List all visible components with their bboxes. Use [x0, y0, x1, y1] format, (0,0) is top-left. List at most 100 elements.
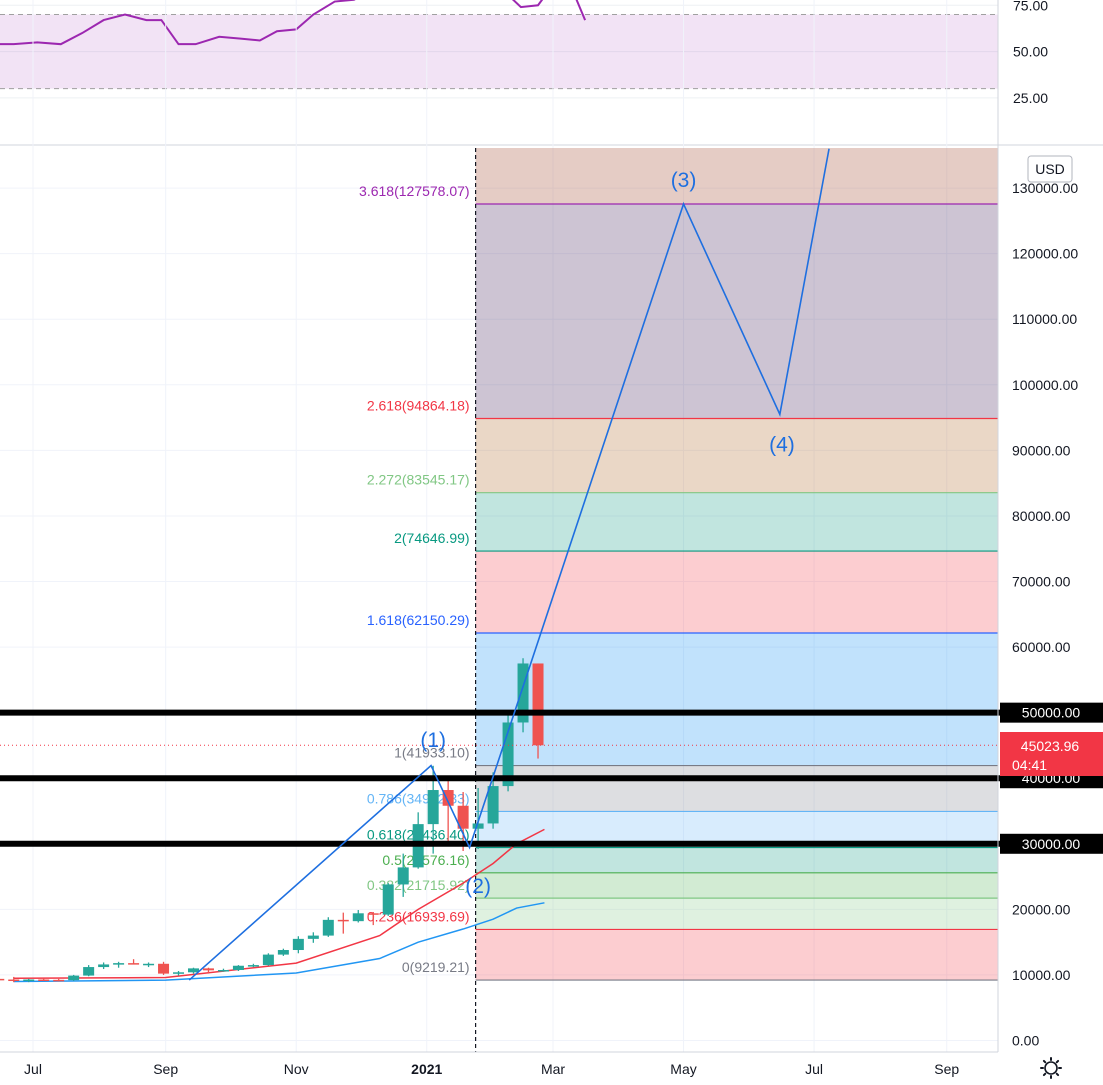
fib-extension[interactable]: 0(9219.21) 0.236(16939.69) 0.382(21715.92)… — [359, 148, 998, 981]
time-tick-label: Mar — [541, 1061, 565, 1077]
fib-level-label: 0.382(21715.92) — [367, 877, 470, 893]
candle-body — [247, 965, 259, 967]
candle — [173, 970, 185, 976]
time-tick-label: Sep — [153, 1061, 178, 1077]
fib-zone — [475, 551, 998, 633]
fib-zone — [475, 203, 998, 419]
time-tick-label: 2021 — [411, 1061, 442, 1077]
candle — [53, 978, 65, 982]
candle — [83, 965, 95, 977]
candle — [292, 936, 304, 954]
moving-averages — [13, 828, 545, 983]
candle-body — [232, 965, 244, 971]
level-tag-box — [1000, 702, 1103, 723]
main-pane: 0(9219.21) 0.236(16939.69) 0.382(21715.92)… — [0, 0, 1000, 1052]
candle — [442, 777, 454, 842]
candle-body — [487, 786, 499, 824]
candle — [128, 959, 140, 965]
rsi-tick-label: 75.00 — [1013, 0, 1048, 13]
candle — [367, 911, 379, 926]
last-price-tag: 45023.96 04:41 — [1000, 732, 1103, 776]
time-axis[interactable]: Jul Sep Nov 2021 Mar May Jul Sep — [0, 1051, 998, 1077]
candle-body — [262, 954, 274, 966]
settings-gear-icon[interactable] — [1040, 1057, 1062, 1079]
price-tick-label: 120000.00 — [1012, 246, 1078, 262]
fib-zone — [475, 847, 998, 873]
fib-zone — [475, 492, 998, 552]
candle — [232, 965, 244, 971]
candle-body — [217, 970, 229, 972]
last-price-label: 45023.96 — [1021, 738, 1080, 754]
price-tick-label: 110000.00 — [1012, 311, 1077, 327]
candle-body — [382, 884, 394, 915]
candle-body — [427, 790, 439, 825]
candle-body — [277, 950, 289, 955]
rsi-band — [0, 14, 998, 89]
candle-body — [517, 663, 529, 723]
candle-body — [158, 963, 170, 974]
candle-body — [0, 978, 5, 981]
fib-level-label: 2.272(83545.17) — [367, 472, 470, 488]
candle-body — [128, 963, 140, 965]
candle — [472, 788, 484, 850]
candle-body — [502, 722, 514, 787]
wave-label: (3) — [671, 169, 697, 192]
candle-body — [322, 919, 334, 936]
currency-badge[interactable]: USD — [1027, 155, 1073, 183]
fib-zone — [475, 418, 998, 493]
candle-body — [83, 967, 95, 976]
candle — [0, 978, 5, 981]
countdown-label: 04:41 — [1012, 757, 1047, 773]
fib-zone — [475, 148, 998, 204]
price-grid — [0, 0, 998, 1052]
candle-body — [352, 913, 364, 922]
ema-blue-line — [13, 902, 545, 983]
candle-body — [23, 979, 35, 982]
candle — [307, 932, 319, 943]
level-tag-label: 30000.00 — [1022, 836, 1081, 852]
ema-red-line — [13, 828, 545, 979]
fib-level-label: 0.5(25576.16) — [382, 852, 469, 868]
price-tick-labels: 130000.00 120000.00 110000.00 100000.00 9000… — [1012, 180, 1078, 1048]
elliott-wave-path[interactable] — [188, 148, 830, 981]
candle — [187, 967, 199, 974]
candle — [397, 853, 409, 897]
rsi-tick-label: 50.00 — [1013, 44, 1048, 60]
candle — [322, 917, 334, 937]
candle-body — [113, 963, 125, 965]
price-tick-label: 70000.00 — [1012, 574, 1071, 590]
fib-level-label: 0.786(34932.33) — [367, 790, 470, 806]
time-tick-label: Jul — [805, 1061, 823, 1077]
candle-body — [532, 663, 544, 746]
candle — [202, 967, 214, 974]
fib-level-label: 2.618(94864.18) — [367, 397, 470, 413]
candle — [412, 812, 424, 869]
price-tick-label: 20000.00 — [1012, 901, 1071, 917]
candle-body — [173, 972, 185, 974]
horizontal-levels[interactable] — [0, 709, 1000, 847]
price-tick-label: 80000.00 — [1012, 508, 1071, 524]
candle — [113, 961, 125, 968]
fib-zone — [475, 898, 998, 930]
level-tag-box — [1000, 833, 1103, 854]
candle-body — [8, 979, 20, 982]
candle-body — [143, 963, 155, 966]
candle — [38, 978, 50, 982]
candle-body — [397, 867, 409, 885]
candle-body — [292, 938, 304, 951]
price-tick-label: 60000.00 — [1012, 639, 1071, 655]
time-tick-label: Sep — [934, 1061, 959, 1077]
price-tick-label: 0.00 — [1012, 1033, 1039, 1049]
candle — [23, 978, 35, 983]
candle-body — [442, 790, 454, 806]
candle-body — [307, 935, 319, 939]
price-tick-label: 130000.00 — [1012, 180, 1078, 196]
candles[interactable] — [0, 658, 544, 983]
time-tick-label: Jul — [24, 1061, 42, 1077]
candle-body — [457, 805, 469, 829]
candle-body — [202, 968, 214, 971]
fib-zone — [475, 872, 998, 899]
